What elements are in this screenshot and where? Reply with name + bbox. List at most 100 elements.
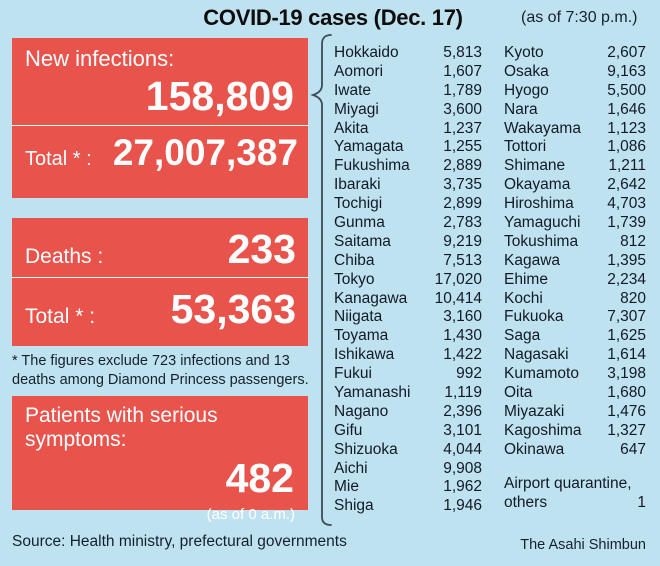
prefecture-row: Fukushima 2,889 (334, 157, 482, 176)
prefecture-name: Hyogo (504, 81, 549, 99)
prefecture-value: 1,607 (443, 62, 482, 80)
prefecture-value: 3,198 (607, 365, 646, 383)
prefecture-name: Yamagata (334, 138, 404, 156)
prefecture-name: Mie (334, 478, 359, 496)
prefecture-name: Toyama (334, 327, 389, 345)
prefecture-name: Hiroshima (504, 195, 574, 213)
prefecture-value: 1,395 (607, 251, 646, 269)
prefecture-name: Gunma (334, 214, 385, 232)
prefecture-row: Aichi 9,908 (334, 460, 482, 479)
prefecture-row: Ehime 2,234 (504, 271, 646, 290)
prefecture-value: 7,513 (443, 251, 482, 269)
airport-quarantine-label: others (504, 493, 548, 511)
prefecture-row: Hokkaido 5,813 (334, 44, 482, 63)
prefecture-value: 1,739 (607, 214, 646, 232)
prefecture-name: Oita (504, 384, 533, 402)
prefecture-name: Ehime (504, 270, 548, 288)
prefecture-row: Kochi 820 (504, 290, 646, 309)
prefecture-value: 2,642 (607, 176, 646, 194)
new-infections-panel: New infections: 158,809 Total * : 27,007… (12, 38, 308, 198)
prefecture-value: 10,414 (434, 289, 482, 307)
deaths-label: Deaths : (25, 245, 104, 268)
prefecture-row: Gifu 3,101 (334, 422, 482, 441)
prefecture-row: Hiroshima 4,703 (504, 195, 646, 214)
prefecture-value: 5,813 (443, 44, 482, 61)
prefecture-name: Tochigi (334, 195, 383, 213)
serious-symptoms-value: 482 (225, 455, 294, 501)
prefecture-row: Osaka 9,163 (504, 63, 646, 82)
prefecture-rows: Kyoto 2,607 Osaka 9,163 Hyogo 5,500 Nara 1,646 W… (504, 44, 646, 460)
prefecture-name: Nara (504, 100, 538, 118)
prefecture-column-1: Hokkaido 5,813 Aomori 1,607 Iwate 1,789 Miyagi… (334, 44, 482, 516)
prefecture-value: 9,908 (443, 459, 482, 477)
prefecture-name: Saga (504, 327, 541, 345)
prefecture-name: Iwate (334, 81, 372, 99)
deaths-total-row: Total * : 53,363 (12, 278, 308, 333)
prefecture-name: Niigata (334, 308, 383, 326)
prefecture-name: Kagawa (504, 251, 561, 269)
prefecture-name: Tottori (504, 138, 547, 156)
deaths-row: Deaths : 233 (12, 218, 308, 273)
prefecture-row: Fukuoka 7,307 (504, 308, 646, 327)
airport-quarantine-line-2: others 1 (504, 493, 646, 512)
serious-symptoms-label: Patients with serious symptoms: (25, 404, 218, 451)
prefecture-name: Nagasaki (504, 346, 569, 364)
prefecture-row: Tokushima 812 (504, 233, 646, 252)
prefecture-row: Wakayama 1,123 (504, 120, 646, 139)
prefecture-value: 3,101 (443, 421, 482, 439)
prefecture-row: Tokyo 17,020 (334, 271, 482, 290)
prefecture-value: 1,422 (443, 346, 482, 364)
prefecture-value: 2,396 (443, 402, 482, 420)
prefecture-row: Mie 1,962 (334, 478, 482, 497)
prefecture-value: 9,163 (607, 62, 646, 80)
publisher-credit: The Asahi Shimbun (520, 537, 646, 553)
prefecture-value: 1,123 (607, 119, 646, 137)
deaths-value: 233 (227, 226, 296, 272)
prefecture-name: Shiga (334, 497, 374, 515)
prefecture-value: 1,327 (607, 421, 646, 439)
panel-divider (12, 277, 308, 278)
prefecture-row: Yamagata 1,255 (334, 138, 482, 157)
prefecture-name: Fukui (334, 365, 372, 383)
prefecture-row: Tochigi 2,899 (334, 195, 482, 214)
prefecture-value: 2,889 (443, 157, 482, 175)
prefecture-value: 2,607 (607, 44, 646, 61)
prefecture-row: Akita 1,237 (334, 120, 482, 139)
deaths-panel: Deaths : 233 Total * : 53,363 (12, 218, 308, 346)
prefecture-row: Okinawa 647 (504, 441, 646, 460)
prefecture-value: 812 (620, 232, 646, 250)
prefecture-row: Saitama 9,219 (334, 233, 482, 252)
prefecture-row: Shimane 1,211 (504, 157, 646, 176)
prefecture-value: 647 (620, 440, 646, 458)
prefecture-name: Ishikawa (334, 346, 395, 364)
prefecture-row: Chiba 7,513 (334, 252, 482, 271)
prefecture-value: 2,899 (443, 195, 482, 213)
prefecture-row: Nara 1,646 (504, 101, 646, 120)
prefecture-row: Hyogo 5,500 (504, 82, 646, 101)
prefecture-value: 1,086 (607, 138, 646, 156)
header-as-of: (as of 7:30 p.m.) (521, 9, 638, 26)
panel-divider (12, 125, 308, 127)
prefecture-value: 4,044 (443, 440, 482, 458)
prefecture-name: Kochi (504, 289, 543, 307)
prefecture-row: Toyama 1,430 (334, 327, 482, 346)
prefecture-name: Yamanashi (334, 384, 411, 402)
airport-quarantine-value: 1 (637, 493, 646, 511)
prefecture-value: 1,476 (607, 402, 646, 420)
prefecture-row: Kyoto 2,607 (504, 44, 646, 63)
prefecture-row: Yamanashi 1,119 (334, 384, 482, 403)
prefecture-value: 1,255 (443, 138, 482, 156)
prefecture-row: Kanagawa 10,414 (334, 290, 482, 309)
sum-brace-icon (310, 34, 332, 526)
prefecture-value: 2,783 (443, 214, 482, 232)
prefecture-row: Miyagi 3,600 (334, 101, 482, 120)
prefecture-value: 1,119 (444, 384, 482, 402)
prefecture-name: Miyazaki (504, 402, 565, 420)
prefecture-value: 3,600 (443, 100, 482, 118)
prefecture-value: 1,789 (443, 81, 482, 99)
prefecture-value: 1,625 (607, 327, 646, 345)
prefecture-row: Fukui 992 (334, 365, 482, 384)
footnote: * The figures exclude 723 infections and… (12, 352, 318, 389)
deaths-total-value: 53,363 (170, 286, 296, 332)
prefecture-name: Kanagawa (334, 289, 408, 307)
